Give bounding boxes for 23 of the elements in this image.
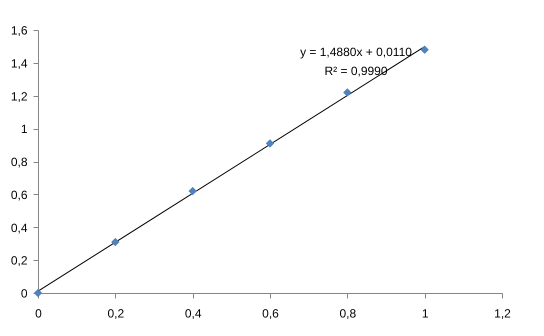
- point: [420, 46, 429, 54]
- y-tick-label: 1,6: [10, 24, 28, 38]
- y-tick-label: 1,4: [10, 56, 28, 70]
- x-tick-label: 0,6: [262, 306, 280, 320]
- y-tick-label: 1,2: [10, 89, 28, 104]
- annotation: R² = 0,9990: [324, 64, 388, 78]
- point: [188, 186, 197, 196]
- x-tick-label: 0,8: [339, 306, 356, 320]
- x-tick-label: 1,2: [494, 306, 512, 320]
- y-tick-label: 0,6: [10, 188, 28, 202]
- x-tick-label: 0: [35, 306, 42, 320]
- point: [343, 88, 352, 97]
- y-tick-label: 0: [20, 286, 28, 300]
- y-tick-label: 0,8: [10, 155, 28, 169]
- y-tick-label: 0,4: [10, 220, 28, 235]
- annotation: y = 1,4880x + 0,0110: [300, 45, 412, 59]
- point: [266, 139, 274, 148]
- x-tick-label: 0,2: [107, 306, 124, 320]
- x-tick-label: 0,4: [184, 306, 202, 320]
- x-tick-label: 1: [422, 306, 429, 320]
- y-tick-label: 0,2: [10, 254, 28, 268]
- y-tick-label: 1: [20, 122, 28, 136]
- point: [111, 238, 120, 246]
